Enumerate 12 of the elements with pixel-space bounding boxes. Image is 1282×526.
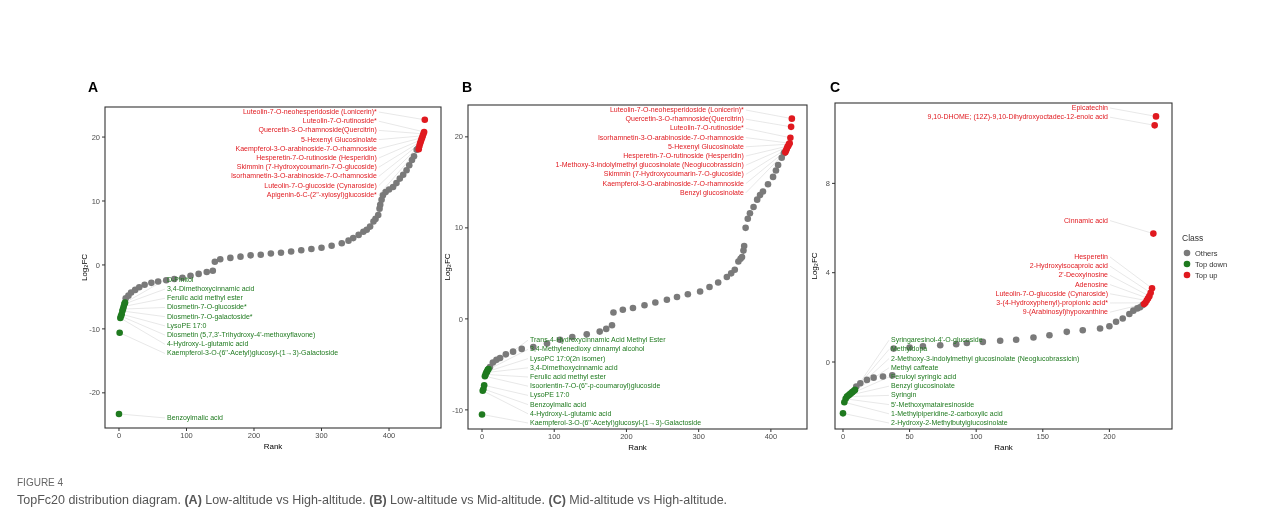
x-axis-title: Rank [263,442,284,451]
chart-title: A [88,79,99,95]
y-axis-title: Log₂FC [80,253,89,282]
x-axis-title: Rank [994,443,1014,452]
chart-title: C [830,79,841,95]
text: TopFc20 distribution diagram. (A) Low-altitude vs High-altitude. (B) Low-altitude vs Mid-altitude. (C) Mid-altitude vs High-altitude. [17,493,728,507]
y-axis-title: Log₂FC [443,253,452,281]
caption: FIGURE 4 [17,477,64,488]
y-axis-title: Log₂FC [810,252,819,280]
chart-title: B [462,79,473,95]
legend-title: Class [1182,233,1204,243]
x-axis-title: Rank [628,443,648,452]
